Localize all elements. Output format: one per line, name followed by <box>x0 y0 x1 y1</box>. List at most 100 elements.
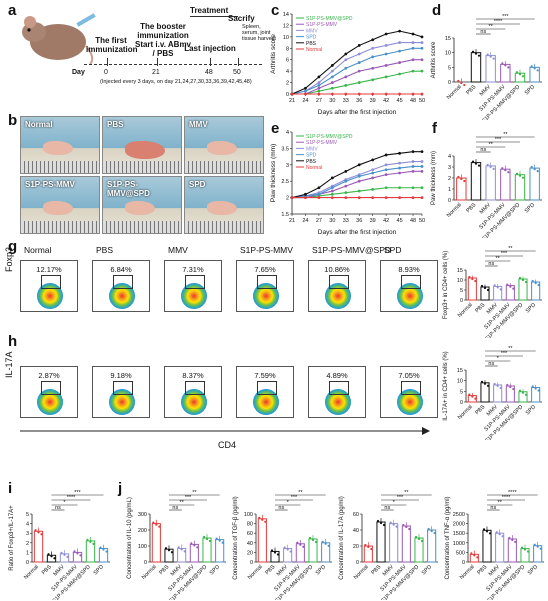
series-point <box>384 196 388 199</box>
y-tick-label: 1000 <box>453 541 465 547</box>
series-point <box>398 49 401 53</box>
series-point <box>398 171 401 175</box>
x-tick-label: SPD <box>525 302 537 314</box>
y-tick-label: 0 <box>144 560 147 566</box>
flow-gate <box>113 381 133 395</box>
panel-label-e: e <box>271 120 280 137</box>
data-dot <box>395 525 398 528</box>
event-day-50: 50 <box>233 69 241 76</box>
flow-plot: 7.59% <box>236 366 294 418</box>
series-point <box>304 92 307 96</box>
data-dot <box>167 549 171 552</box>
y-tick-label: 100 <box>244 512 253 518</box>
flow-percent: 10.86% <box>324 265 350 274</box>
event-day-21: 21 <box>152 69 160 76</box>
flow-h-ylabel: IL-17A <box>4 351 14 378</box>
series-point <box>357 163 361 167</box>
data-dot <box>518 276 522 280</box>
ruler <box>103 161 181 173</box>
x-tick-label: SPD <box>315 564 327 576</box>
series-point <box>398 92 401 96</box>
paw-photo-5: SPD <box>184 176 264 234</box>
x-tick-label: 50 <box>419 98 425 104</box>
event-sacrify: Sacrify <box>228 14 255 23</box>
y-tick-label: 2.5 <box>281 179 289 185</box>
sacrify-note: Spleen, serum, joint tissue harvest <box>242 24 276 42</box>
data-dot <box>53 557 56 560</box>
y-axis-title: Ratio of Foxp3+/IL-17A+ <box>9 505 15 571</box>
data-dot <box>76 552 79 555</box>
data-dot <box>276 553 280 556</box>
data-dot <box>507 171 510 174</box>
paw-photo-3: S1P-PS-MMV <box>20 176 100 234</box>
series-point <box>317 196 321 199</box>
x-tick-label: 33 <box>343 218 349 224</box>
data-dot <box>474 279 477 283</box>
series-point <box>330 75 334 79</box>
flow-group-title: S1P-PS-MMV <box>240 245 293 255</box>
data-dot <box>518 73 522 76</box>
data-dot <box>183 550 186 553</box>
data-dot <box>530 166 533 169</box>
data-dot <box>190 542 193 545</box>
flow-plot: 10.86% <box>308 260 366 312</box>
series-point <box>384 173 388 177</box>
x-tick-label: 45 <box>397 218 403 224</box>
data-dot <box>47 553 50 556</box>
flow-percent: 8.37% <box>182 371 204 380</box>
data-dot <box>512 387 515 391</box>
legend-label: S1P-PS-MMV <box>306 140 338 146</box>
flow-percent: 6.84% <box>110 265 132 274</box>
y-tick-label: 10 <box>457 278 463 284</box>
y-tick-label: 0 <box>26 560 29 566</box>
y-axis-title: Concentration of TGF-β (pg/ml) <box>233 496 239 579</box>
y-tick-label: 5 <box>460 288 463 294</box>
series-point <box>317 86 321 90</box>
series-point <box>304 196 307 199</box>
y-tick-label: 2 <box>448 176 451 182</box>
data-dot <box>264 520 267 523</box>
series-point <box>290 92 294 96</box>
x-tick-label: 39 <box>370 218 376 224</box>
y-tick-label: 15 <box>445 36 451 42</box>
paw <box>43 141 73 155</box>
data-dot <box>92 542 95 545</box>
flow-gate <box>329 275 349 289</box>
sig-label: ns <box>490 505 496 511</box>
data-dot <box>170 551 174 554</box>
y-tick-label: 0 <box>250 560 253 566</box>
series-point <box>357 179 361 183</box>
flow-gate <box>185 275 205 289</box>
panel-label-b: b <box>8 112 18 129</box>
tick-day-50 <box>238 58 239 66</box>
series-point <box>344 66 348 70</box>
legend-label: Normal <box>306 47 322 53</box>
series-point <box>411 41 415 44</box>
flow-plot: 2.87% <box>20 366 78 418</box>
data-dot <box>489 55 492 58</box>
bar-mmv <box>485 165 496 201</box>
data-dot <box>474 52 478 55</box>
data-dot <box>521 75 525 78</box>
bar-pbs <box>470 162 482 201</box>
data-dot <box>311 538 315 542</box>
series-point <box>411 186 415 190</box>
data-dot <box>433 531 436 535</box>
flow-gate <box>257 275 277 289</box>
data-dot <box>524 280 528 284</box>
x-tick-label: SPD <box>527 564 539 576</box>
sig-label: ns <box>278 505 284 511</box>
series-point <box>317 89 321 93</box>
bar-s1p-ps-mmv <box>500 168 511 201</box>
flow-gate <box>257 381 277 395</box>
series-point <box>398 151 401 155</box>
sig-label: * <box>497 356 500 362</box>
series-point <box>411 58 415 62</box>
series-point <box>384 153 388 157</box>
y-tick-label: 60 <box>247 531 253 537</box>
series-point <box>304 86 307 90</box>
data-dot <box>302 545 305 548</box>
data-dot <box>477 54 481 57</box>
